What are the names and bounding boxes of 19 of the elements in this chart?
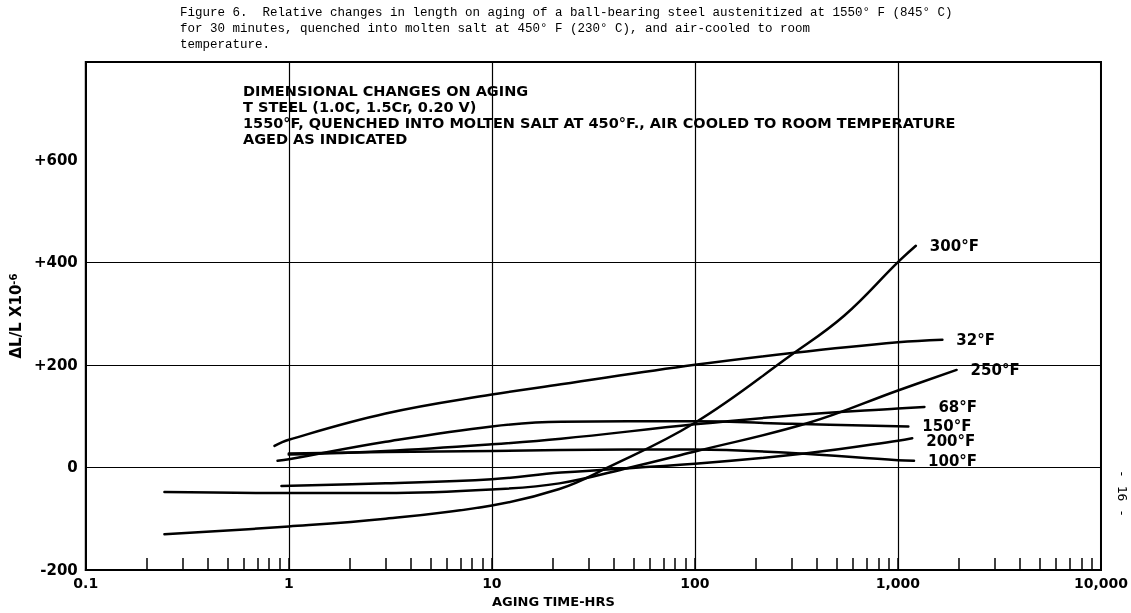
x-tick-label: 100: [680, 575, 710, 592]
series-label: 68°F: [938, 397, 978, 416]
x-axis-title: AGING TIME-HRS: [491, 594, 615, 609]
y-tick-label: +200: [33, 355, 78, 374]
series-label: 100°F: [928, 451, 978, 470]
series-label: 32°F: [956, 330, 995, 349]
y-axis-title: ΔL/L X10-6: [6, 273, 25, 359]
x-tick-label: 1,000: [875, 575, 921, 592]
x-tick-label: 10: [482, 575, 502, 592]
y-tick-label: +600: [33, 150, 78, 169]
x-tick-label: 1: [283, 575, 294, 592]
y-tick-label: +400: [33, 253, 78, 272]
series-label: 200°F: [926, 432, 976, 451]
chart-title: Figure 6. Relative changes in length on aging of a ball-bearing steel austenitized at 1550° F (845° C) for 30 minutes, quenched into molten salt at 450° F (230° C), and air-cooled to room temperature.: [180, 6, 953, 52]
x-tick-label: 10,000: [1073, 575, 1129, 592]
text: - 16 -: [1115, 470, 1130, 517]
y-tick-label: 0: [67, 458, 78, 477]
series-label: 300°F: [929, 236, 979, 255]
x-tick-label: 0.1: [73, 575, 99, 592]
